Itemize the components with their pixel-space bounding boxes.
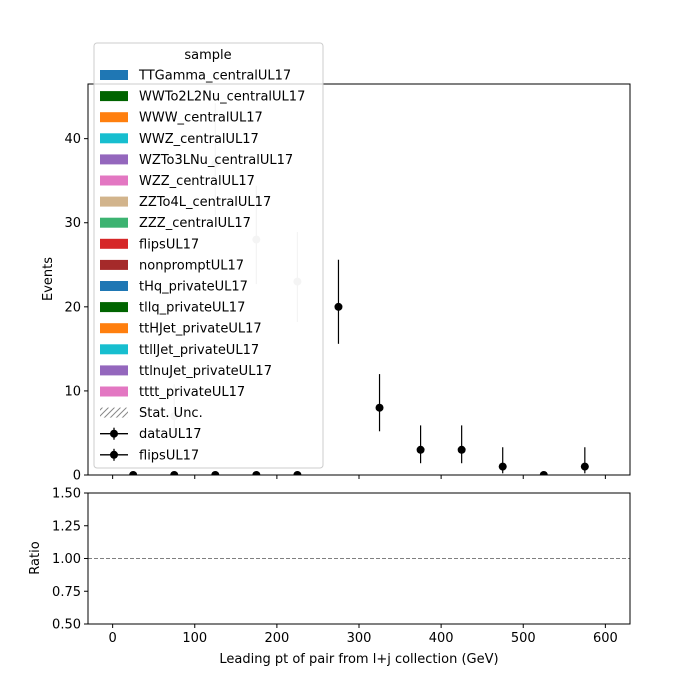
legend-hatch-swatch — [100, 407, 128, 418]
x-tick-label: 200 — [264, 631, 289, 646]
legend-swatch — [100, 175, 128, 186]
legend-swatch — [100, 344, 128, 355]
x-tick-label: 400 — [429, 631, 454, 646]
dataul17-0-point — [170, 471, 179, 475]
ratio-y-tick-label: 0.50 — [52, 618, 81, 633]
legend-swatch — [100, 154, 128, 165]
legend-swatch — [100, 386, 128, 397]
x-tick-label: 500 — [511, 631, 536, 646]
legend-label: ZZZ_centralUL17 — [139, 216, 251, 231]
ratio-panel: 0.50 0.75 1.00 1.25 1.50 0 100 200 300 400 500 600… — [28, 487, 631, 667]
ratio-y-tick-label: 1.25 — [52, 519, 81, 534]
legend-swatch — [100, 259, 128, 270]
legend-swatch — [100, 238, 128, 249]
dataul17-0-point — [457, 445, 466, 454]
main-y-axis-label: Events — [41, 257, 56, 301]
legend-swatch — [100, 196, 128, 207]
legend-label: tttt_privateUL17 — [139, 385, 245, 400]
legend-swatch — [100, 112, 128, 123]
legend-label: ZZTo4L_centralUL17 — [139, 195, 271, 210]
legend-label: dataUL17 — [139, 427, 202, 442]
dataul17-0-point — [580, 462, 589, 471]
legend-swatch — [100, 133, 128, 144]
legend-marker-dot — [110, 450, 118, 459]
legend-label: flipsUL17 — [139, 237, 199, 252]
legend-swatch — [100, 70, 128, 80]
legend-label: ttlnuJet_privateUL17 — [139, 364, 272, 379]
dataul17-0-point — [334, 302, 343, 311]
y-tick-label: 20 — [64, 300, 81, 315]
legend-label: nonpromptUL17 — [139, 258, 244, 273]
x-axis-label: Leading pt of pair from l+j collection (… — [219, 652, 498, 667]
ratio-y-tick-label: 1.00 — [52, 552, 81, 567]
x-tick-label: 600 — [593, 631, 618, 646]
legend-label: WWZ_centralUL17 — [139, 132, 259, 147]
legend: sample TTGamma_centralUL17 WWTo2L2Nu_cent… — [93, 42, 324, 469]
legend-swatch — [100, 302, 128, 313]
legend-label: WWW_centralUL17 — [139, 111, 263, 126]
y-tick-label: 0 — [73, 469, 81, 484]
x-tick-label: 0 — [108, 631, 116, 646]
legend-label: tllq_privateUL17 — [139, 301, 245, 316]
legend-label: WWTo2L2Nu_centralUL17 — [139, 90, 305, 105]
ratio-y-axis-label: Ratio — [28, 541, 43, 574]
legend-swatch — [100, 281, 128, 291]
x-tick-label: 300 — [347, 631, 372, 646]
legend-frame — [93, 42, 324, 469]
legend-label: tHq_privateUL17 — [139, 280, 248, 295]
ratio-y-axis: 0.50 0.75 1.00 1.25 1.50 — [52, 487, 88, 633]
dataul17-0-point — [539, 471, 548, 475]
y-tick-label: 40 — [64, 132, 81, 147]
ratio-y-tick-label: 0.75 — [52, 585, 81, 600]
dataul17-0-point — [252, 471, 261, 475]
x-axis: 0 100 200 300 400 500 600 — [108, 624, 618, 646]
x-tick-label: 100 — [182, 631, 207, 646]
legend-label: WZZ_centralUL17 — [139, 174, 255, 189]
legend-label: flipsUL17 — [139, 448, 199, 463]
legend-label: ttllJet_privateUL17 — [139, 343, 259, 358]
legend-swatch — [100, 217, 128, 228]
dataul17-0-point — [293, 471, 302, 475]
legend-swatch — [100, 91, 128, 102]
legend-swatch — [100, 365, 128, 376]
dataul17-0-point — [498, 462, 507, 471]
legend-label: WZTo3LNu_centralUL17 — [139, 153, 293, 168]
ratio-y-tick-label: 1.50 — [52, 487, 81, 502]
y-tick-label: 10 — [64, 384, 81, 399]
legend-label: ttHJet_privateUL17 — [139, 322, 262, 337]
dataul17-0-point — [375, 403, 384, 412]
legend-label: TTGamma_centralUL17 — [138, 69, 291, 84]
legend-label: Stat. Unc. — [139, 406, 203, 421]
dataul17-0-point — [129, 471, 138, 475]
legend-swatch — [100, 323, 128, 334]
legend-marker-dot — [110, 429, 118, 438]
main-y-axis: 0 10 20 30 40 — [64, 132, 88, 484]
y-tick-label: 30 — [64, 216, 81, 231]
legend-entries: TTGamma_centralUL17 WWTo2L2Nu_centralUL17… — [100, 69, 305, 463]
legend-title: sample — [184, 48, 231, 63]
main-x-ticks — [112, 475, 606, 479]
dataul17-0-point — [416, 445, 425, 454]
dataul17-0-point — [211, 471, 220, 475]
